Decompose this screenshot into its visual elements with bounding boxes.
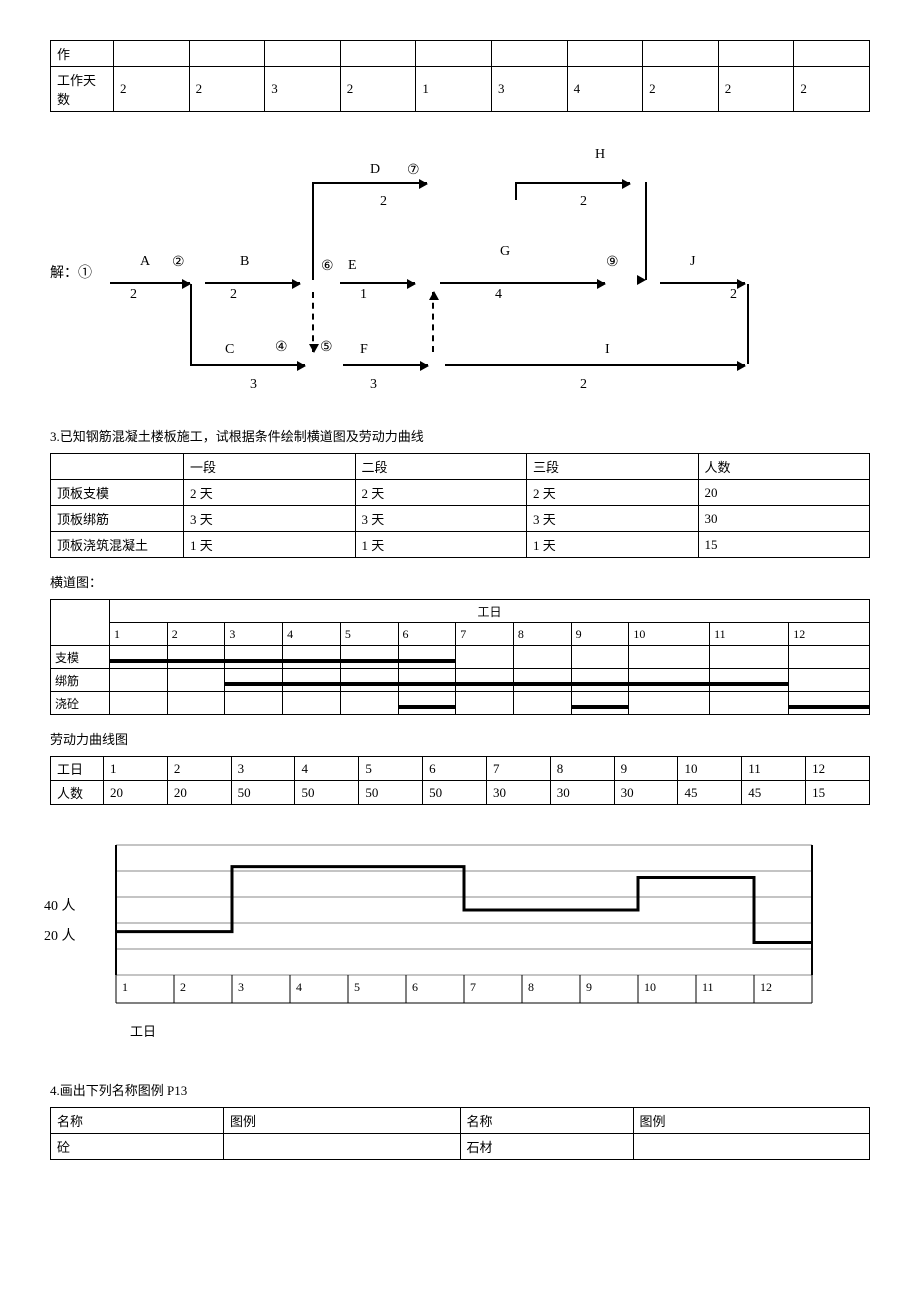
labor-curve-chart: 123456789101112 bbox=[86, 835, 846, 1015]
svg-text:3: 3 bbox=[238, 980, 244, 994]
y-20: 20 人 bbox=[44, 925, 76, 945]
row-label: 作 bbox=[51, 41, 114, 67]
x-axis-label: 工日 bbox=[130, 1021, 870, 1040]
svg-text:7: 7 bbox=[470, 980, 476, 994]
svg-text:11: 11 bbox=[702, 980, 714, 994]
svg-text:10: 10 bbox=[644, 980, 656, 994]
svg-text:1: 1 bbox=[122, 980, 128, 994]
network-diagram: 解：① A ② 2 B 2 ⑥ E 1 G 4 ⑨ J 2 D ⑦ 2 H 2 … bbox=[50, 132, 810, 412]
gantt-row-label: 支模 bbox=[51, 646, 110, 669]
y-40: 40 人 bbox=[44, 895, 76, 915]
segments-table: 一段 二段 三段 人数 顶板支模2 天2 天2 天20 顶板绑筋3 天3 天3 … bbox=[50, 453, 870, 558]
q3-text: 3.已知钢筋混凝土楼板施工，试根据条件绘制横道图及劳动力曲线 bbox=[50, 426, 870, 445]
svg-text:12: 12 bbox=[760, 980, 772, 994]
svg-text:2: 2 bbox=[180, 980, 186, 994]
labor-label: 劳动力曲线图 bbox=[50, 729, 870, 748]
svg-text:8: 8 bbox=[528, 980, 534, 994]
gantt-label: 横道图： bbox=[50, 572, 870, 591]
gantt-row-label: 浇砼 bbox=[51, 692, 110, 715]
row-label: 工作天数 bbox=[51, 67, 114, 112]
solve-label: 解：① bbox=[50, 262, 92, 282]
svg-text:4: 4 bbox=[296, 980, 302, 994]
svg-text:6: 6 bbox=[412, 980, 418, 994]
labor-table: 工日123456789101112 人数20205050505030303045… bbox=[50, 756, 870, 805]
gantt-chart: 工日 123456789101112 支模绑筋浇砼 bbox=[50, 599, 870, 715]
svg-text:5: 5 bbox=[354, 980, 360, 994]
work-days-table: 作 工作天数 2 2 3 2 1 3 4 2 2 2 bbox=[50, 40, 870, 112]
gantt-row-label: 绑筋 bbox=[51, 669, 110, 692]
q4-text: 4.画出下列名称图例 P13 bbox=[50, 1080, 870, 1099]
legend-table: 名称 图例 名称 图例 砼 石材 bbox=[50, 1107, 870, 1160]
svg-text:9: 9 bbox=[586, 980, 592, 994]
